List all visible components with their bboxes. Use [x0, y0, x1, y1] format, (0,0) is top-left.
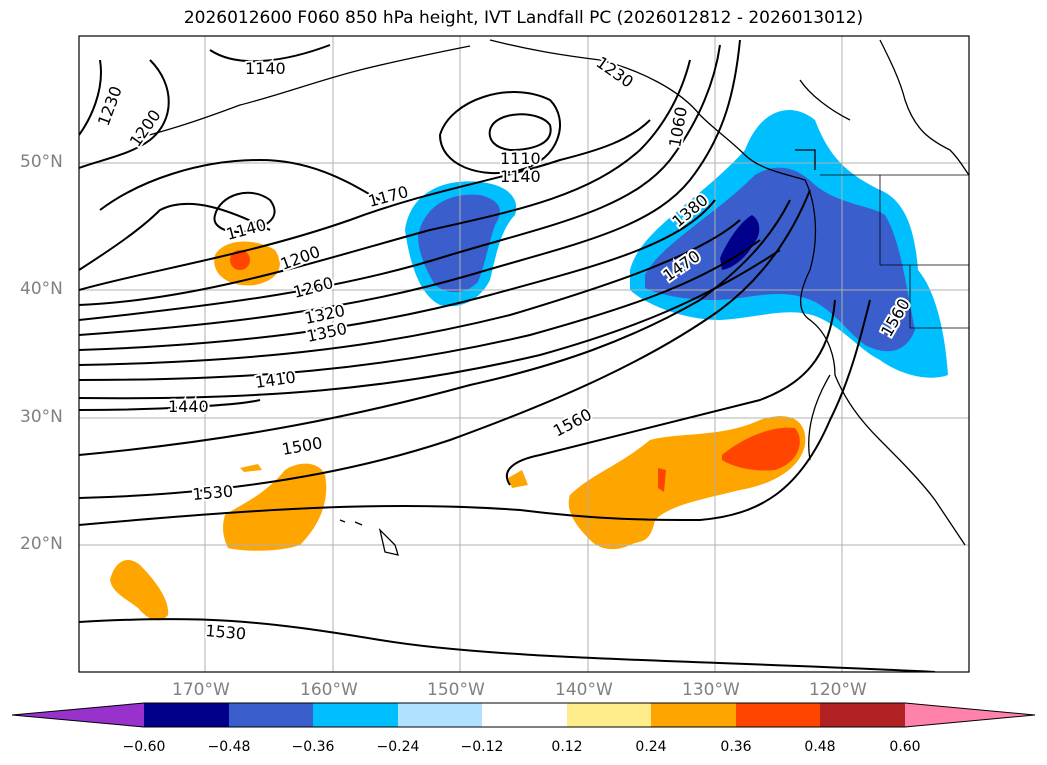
colorbar-segment [820, 703, 905, 727]
coastlines [129, 39, 969, 556]
colorbar-tick: 0.48 [804, 739, 836, 755]
contour-label: 1410 [254, 367, 297, 391]
colorbar-tick: −0.24 [376, 739, 420, 755]
colorbar-tick: 0.24 [635, 739, 667, 755]
lon-label: 140°W [555, 680, 613, 700]
colorbar-segment [313, 703, 398, 727]
colorbar-tick: −0.36 [291, 739, 335, 755]
colorbar-segment [144, 703, 229, 727]
colorbar-tick: −0.60 [122, 739, 166, 755]
lat-label: 40°N [20, 279, 63, 299]
colorbar [11, 702, 1036, 728]
colorbar-tick: −0.12 [460, 739, 504, 755]
map-frame [78, 35, 970, 673]
ivt-region-pos-024 [508, 470, 528, 488]
lon-label: 170°W [172, 680, 230, 700]
ivt-region-pos-024 [110, 560, 169, 621]
contour-label: 1140 [245, 59, 286, 78]
lon-label: 120°W [809, 680, 867, 700]
ivt-region-neg-048 [720, 215, 760, 270]
contour-label: 1500 [280, 433, 323, 459]
colorbar-segment [736, 703, 820, 727]
contour-label: 1200 [126, 106, 165, 150]
contour-label: 1440 [168, 397, 209, 416]
ivt-region-pos-024 [223, 463, 327, 551]
map-title: 2026012600 F060 850 hPa height, IVT Land… [183, 8, 864, 28]
ivt-region-pos-024 [240, 464, 262, 472]
colorbar-tick: 0.12 [551, 739, 583, 755]
graticule [79, 36, 969, 672]
lon-label: 130°W [682, 680, 740, 700]
ivt-region-neg-036 [645, 167, 915, 352]
colorbar-tick: −0.48 [207, 739, 251, 755]
ivt-shading [110, 110, 948, 621]
colorbar-segment [482, 703, 567, 727]
contour-label: 1530 [205, 621, 247, 643]
contour-label: 1110 [500, 149, 541, 168]
colorbar-tick: 0.36 [720, 739, 752, 755]
contour-label: 1260 [291, 273, 335, 302]
lon-label: 160°W [300, 680, 358, 700]
contour-label: 1140 [500, 167, 541, 186]
lon-label: 150°W [427, 680, 485, 700]
height-contours [79, 39, 936, 672]
contour-label: 1530 [192, 482, 234, 504]
lat-label: 30°N [20, 407, 63, 427]
ivt-region-pos-036 [722, 427, 800, 471]
colorbar-tick: 0.60 [889, 739, 921, 755]
colorbar-extend-left [12, 703, 144, 727]
contour-label: 1230 [593, 53, 637, 92]
colorbar-segment [229, 703, 313, 727]
ivt-region-pos-036 [230, 250, 250, 270]
contour-label: 1200 [278, 242, 323, 274]
contour-label: 1140 [224, 215, 268, 244]
colorbar-extend-right [905, 703, 1035, 727]
borders [820, 174, 969, 329]
ivt-region-pos-036 [658, 468, 666, 492]
lat-label: 50°N [20, 152, 63, 172]
colorbar-segment [651, 703, 736, 727]
colorbar-segment [567, 703, 651, 727]
colorbar-segment [398, 703, 482, 727]
lat-label: 20°N [20, 534, 63, 554]
